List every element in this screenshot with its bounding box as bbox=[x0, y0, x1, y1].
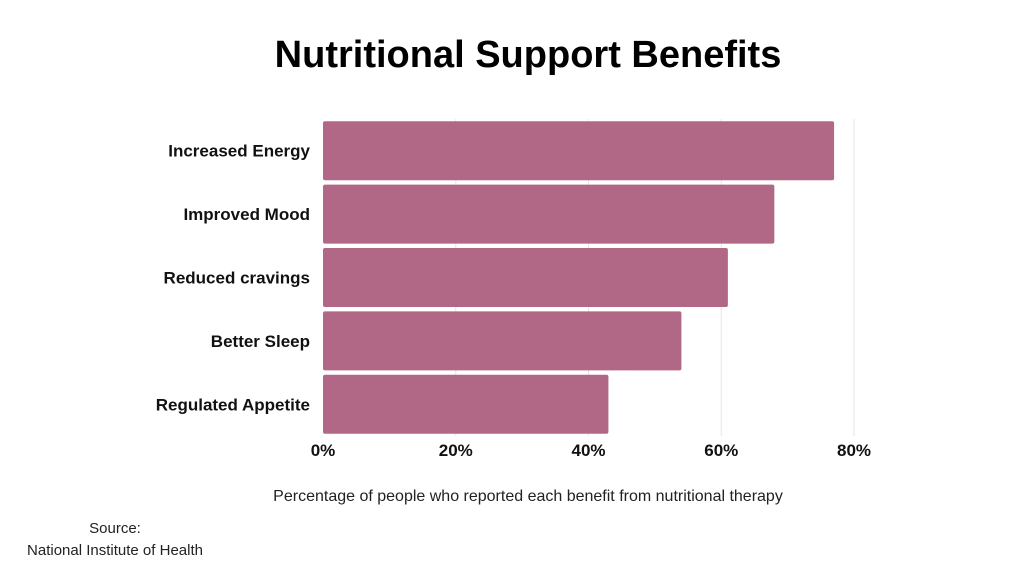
x-tick-labels: 0% 20% 40% 60% 80% bbox=[311, 441, 871, 460]
x-tick-label: 0% bbox=[311, 441, 336, 460]
x-axis-label: Percentage of people who reported each b… bbox=[273, 488, 783, 505]
source-name: National Institute of Health bbox=[27, 542, 203, 559]
x-tick-label: 20% bbox=[439, 441, 473, 460]
category-label: Reduced cravings bbox=[164, 269, 310, 288]
bar bbox=[323, 248, 728, 307]
category-label: Regulated Appetite bbox=[156, 395, 310, 414]
bar bbox=[323, 184, 775, 244]
bars bbox=[323, 121, 835, 434]
bar bbox=[323, 311, 682, 371]
source-label: Source: bbox=[89, 520, 141, 537]
x-tick-label: 40% bbox=[571, 441, 605, 460]
x-tick-label: 80% bbox=[837, 441, 871, 460]
x-tick-label: 60% bbox=[704, 441, 738, 460]
category-label: Better Sleep bbox=[211, 332, 310, 351]
bar bbox=[323, 121, 835, 181]
bar bbox=[323, 374, 609, 434]
source-note: Source: National Institute of Health bbox=[10, 518, 220, 562]
category-label: Improved Mood bbox=[183, 205, 310, 224]
category-labels: Increased Energy Improved Mood Reduced cra… bbox=[156, 142, 311, 415]
chart-title: Nutritional Support Benefits bbox=[274, 34, 782, 76]
category-label: Increased Energy bbox=[168, 142, 310, 161]
